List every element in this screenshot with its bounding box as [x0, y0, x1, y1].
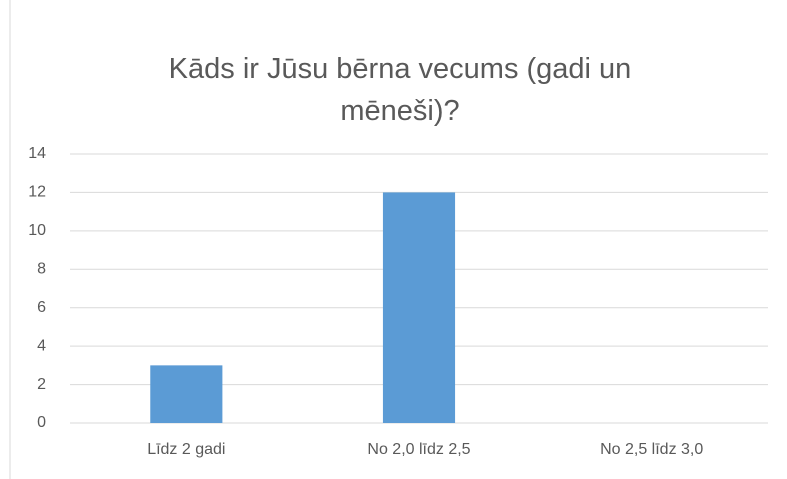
y-tick-label: 8 — [37, 261, 46, 278]
y-tick-label: 2 — [37, 376, 46, 393]
x-tick-label: No 2,5 līdz 3,0 — [600, 441, 703, 458]
chart-title: Kāds ir Jūsu bērna vecums (gadi un mēneš… — [168, 53, 632, 127]
y-tick-label: 6 — [37, 299, 46, 316]
y-tick-label: 4 — [37, 337, 46, 354]
y-tick-label: 14 — [28, 145, 46, 162]
bar — [150, 365, 223, 423]
y-tick-label: 0 — [37, 414, 46, 431]
y-tick-label: 10 — [28, 222, 46, 239]
x-tick-label: No 2,0 līdz 2,5 — [367, 441, 470, 458]
bar — [382, 192, 456, 423]
x-tick-label: Līdz 2 gadi — [147, 441, 225, 458]
y-tick-label: 12 — [28, 184, 46, 201]
